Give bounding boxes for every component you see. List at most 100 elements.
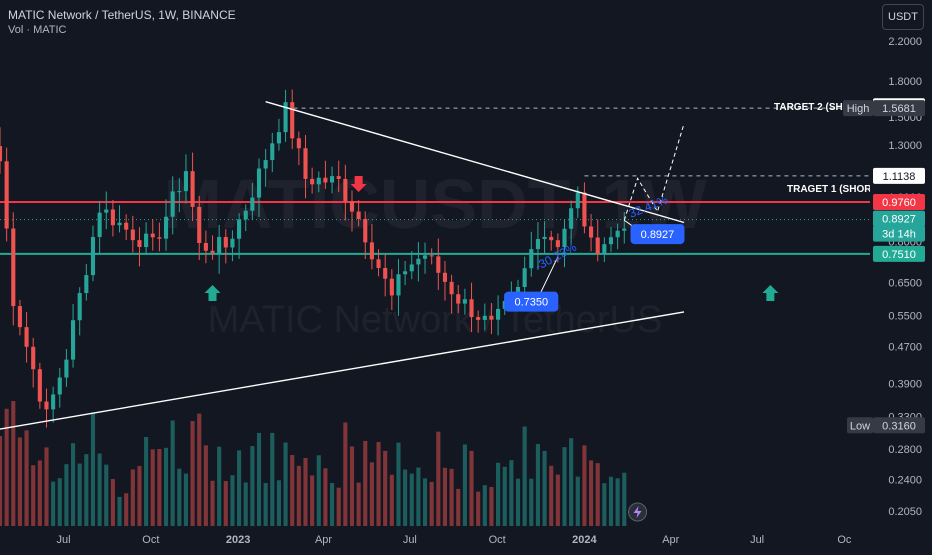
- volume-bar: [409, 473, 414, 526]
- volume-bar: [11, 401, 16, 526]
- volume-bar: [535, 444, 540, 526]
- candle-body: [403, 271, 408, 275]
- volume-bar: [290, 455, 295, 526]
- volume-bar: [296, 465, 301, 526]
- candle-body: [130, 229, 135, 241]
- volume-bar: [303, 457, 308, 526]
- volume-indicator-label: Vol · MATIC: [8, 24, 67, 36]
- volume-bar: [595, 463, 600, 526]
- volume-bar: [150, 449, 155, 526]
- candle-body: [290, 102, 295, 139]
- candle-body: [263, 160, 268, 169]
- volume-bar: [449, 468, 454, 526]
- volume-bar: [422, 478, 428, 526]
- time-tick-label: Jul: [750, 534, 764, 546]
- candle-body: [569, 208, 574, 229]
- watermark-name: MATIC Network / TetherUS: [208, 299, 663, 341]
- candle-body: [183, 171, 189, 192]
- candle-body: [296, 138, 301, 149]
- time-tick-label: Apr: [662, 534, 679, 546]
- currency-button[interactable]: USDT: [882, 4, 924, 30]
- volume-bar: [515, 478, 521, 526]
- volume-bar: [615, 478, 620, 526]
- volume-bar: [37, 460, 42, 526]
- candle-body: [369, 242, 374, 260]
- volume-bar: [396, 442, 401, 526]
- candle-body: [575, 192, 580, 209]
- volume-bar: [496, 462, 501, 526]
- volume-bar: [276, 480, 281, 526]
- price-tick-label: 1.8000: [888, 76, 922, 88]
- candle-body: [496, 308, 501, 320]
- volume-bar: [117, 496, 122, 526]
- candle-body: [157, 237, 162, 239]
- price-tick-label: 0.4700: [888, 342, 922, 354]
- volume-bar: [84, 454, 89, 526]
- volume-bar: [469, 450, 474, 526]
- price-axis-bg: [870, 0, 932, 550]
- time-axis-bg: [0, 526, 932, 550]
- axis-tag-support-bg: [873, 245, 925, 262]
- volume-bar: [569, 438, 574, 526]
- volume-bar: [97, 453, 102, 526]
- volume-bar: [462, 444, 467, 526]
- volume-bar: [57, 478, 62, 526]
- candle-body: [190, 171, 195, 207]
- volume-bar: [549, 465, 554, 526]
- volume-bar: [336, 487, 341, 526]
- target1-label: TRAGET 1 (SHORT TERM): [787, 184, 912, 195]
- volume-bar: [190, 421, 195, 526]
- candle-body: [303, 148, 308, 179]
- volume-bar: [582, 445, 587, 526]
- volume-bar: [270, 432, 275, 526]
- axis-tag-low-value-text: 0.3160: [882, 420, 916, 432]
- candle-body: [549, 236, 554, 241]
- axis-tag-low-bg: [847, 417, 873, 434]
- axis-tag-current-text: 0.8927: [882, 214, 916, 226]
- volume-bar: [237, 450, 242, 526]
- candle-body: [137, 240, 142, 247]
- candle-body: [622, 228, 627, 231]
- volume-bar: [110, 479, 115, 526]
- candle-body: [110, 209, 115, 226]
- volume-bar: [64, 464, 69, 526]
- time-tick-label: Jul: [403, 534, 417, 546]
- volume-bar: [589, 460, 594, 526]
- candle-body: [336, 176, 341, 179]
- candle-body: [429, 255, 434, 257]
- volume-bar: [243, 482, 248, 526]
- candle-body: [489, 315, 494, 320]
- candle-body: [589, 226, 594, 238]
- candle-body: [376, 259, 381, 268]
- volume-bar: [542, 450, 547, 526]
- volume-bar: [416, 467, 421, 526]
- volume-bar: [217, 446, 222, 526]
- axis-tag-high-text: High: [847, 103, 870, 115]
- candle-body: [316, 177, 321, 185]
- candle-body: [197, 206, 202, 244]
- price-tick-label: 0.2400: [888, 475, 922, 487]
- volume-bar: [44, 447, 49, 526]
- axis-tag-low-text: Low: [850, 420, 870, 432]
- volume-bar: [250, 446, 255, 526]
- volume-bar: [283, 442, 288, 526]
- callout-07350-text: 0.7350: [514, 297, 548, 309]
- volume-bar: [555, 474, 560, 526]
- axis-tag-low-value-bg: [873, 417, 925, 434]
- volume-bar: [383, 450, 388, 526]
- volume-bar: [90, 412, 96, 526]
- axis-tag-high-value-text: 1.5681: [882, 103, 916, 115]
- candle-body: [243, 210, 248, 220]
- candle-body: [416, 258, 421, 265]
- volume-bar: [310, 475, 315, 526]
- volume-bar: [343, 422, 348, 526]
- volume-bar: [476, 491, 481, 526]
- candle-body: [104, 209, 109, 213]
- volume-bar: [0, 436, 3, 526]
- volume-bar: [330, 482, 335, 526]
- candle-body: [4, 161, 9, 229]
- time-tick-label: Apr: [315, 534, 332, 546]
- volume-bar: [230, 475, 235, 526]
